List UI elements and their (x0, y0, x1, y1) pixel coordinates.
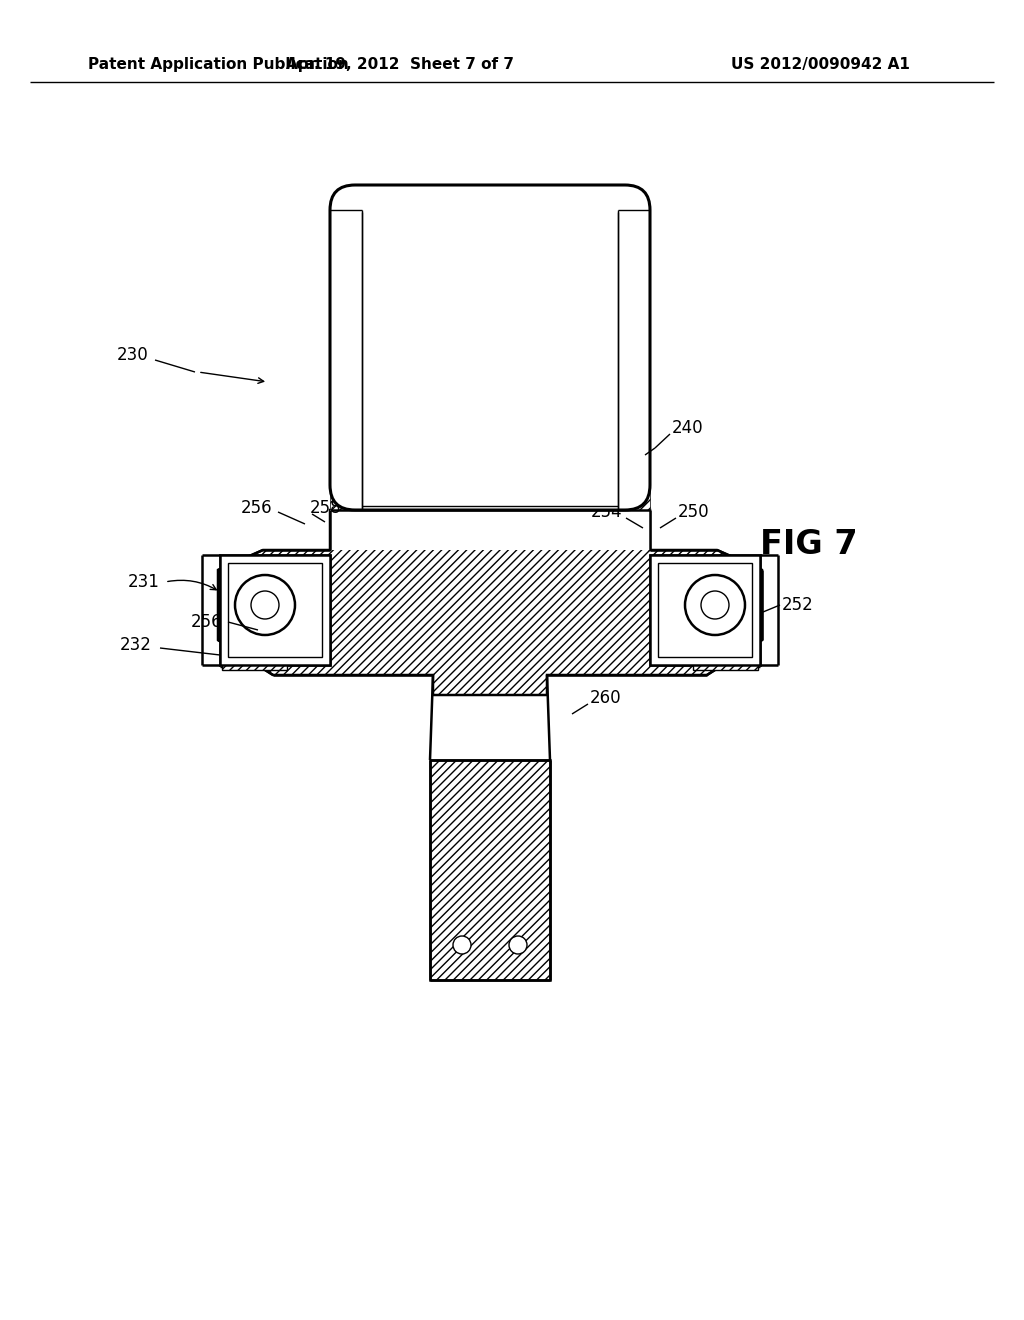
Text: FIG 7: FIG 7 (760, 528, 858, 561)
Polygon shape (330, 210, 362, 510)
Text: 258: 258 (310, 499, 342, 517)
Text: 260: 260 (590, 689, 622, 708)
Bar (658, 564, 752, 657)
Text: Apr. 19, 2012  Sheet 7 of 7: Apr. 19, 2012 Sheet 7 of 7 (286, 58, 514, 73)
Bar (220, 554, 330, 665)
Text: 256: 256 (241, 499, 272, 517)
Bar (228, 564, 322, 657)
Circle shape (453, 936, 471, 954)
Polygon shape (355, 185, 625, 216)
Circle shape (234, 576, 295, 635)
Circle shape (701, 591, 729, 619)
Bar (658, 564, 752, 657)
Circle shape (701, 591, 729, 619)
Circle shape (251, 591, 279, 619)
Text: Patent Application Publication: Patent Application Publication (88, 58, 349, 73)
Circle shape (234, 576, 295, 635)
Bar (658, 564, 752, 657)
Bar (220, 554, 330, 665)
Text: 232: 232 (120, 636, 152, 653)
Bar (220, 554, 330, 665)
Text: US 2012/0090942 A1: US 2012/0090942 A1 (730, 58, 909, 73)
Bar (693, 648, 758, 671)
Polygon shape (618, 210, 650, 510)
Text: 240: 240 (672, 418, 703, 437)
Polygon shape (218, 510, 762, 696)
Text: 252: 252 (782, 597, 814, 614)
Text: 250: 250 (678, 503, 710, 521)
Bar (228, 564, 322, 657)
Bar (330, 510, 650, 550)
FancyBboxPatch shape (330, 185, 650, 510)
Bar (228, 564, 322, 657)
Bar (224, 610, 239, 630)
Polygon shape (430, 760, 550, 979)
Circle shape (685, 576, 745, 635)
Bar (222, 648, 287, 671)
Bar (650, 554, 760, 665)
Circle shape (509, 936, 527, 954)
Text: 231: 231 (128, 573, 160, 591)
Bar (650, 554, 760, 665)
Circle shape (251, 591, 279, 619)
Bar (362, 210, 618, 510)
Circle shape (685, 576, 745, 635)
Text: 256: 256 (190, 612, 222, 631)
Text: 230: 230 (117, 346, 148, 364)
Bar (650, 554, 760, 665)
Text: 254: 254 (591, 503, 622, 521)
